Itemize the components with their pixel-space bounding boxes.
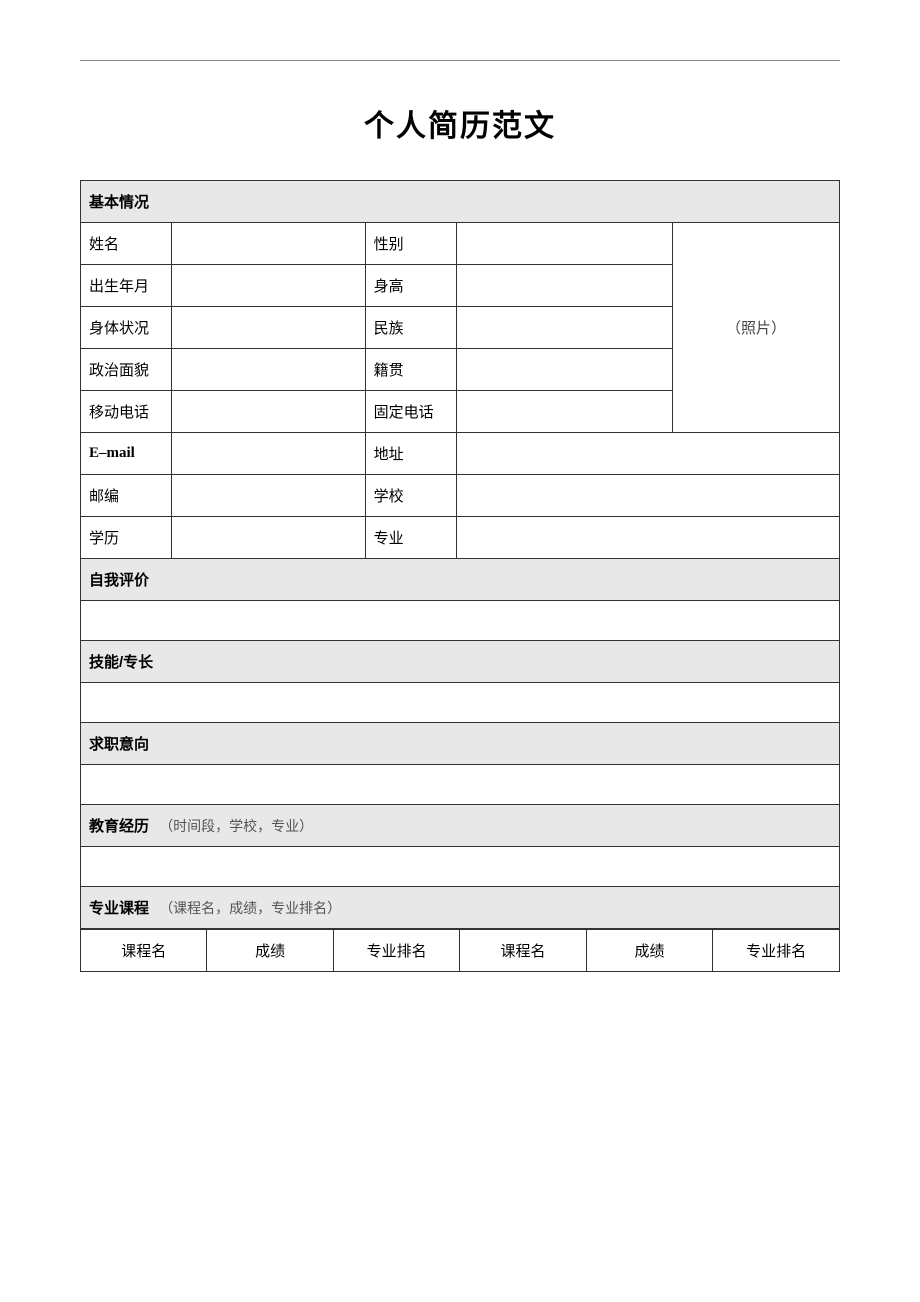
education-content (81, 847, 840, 887)
label-email: E–mail (81, 433, 172, 475)
value-postal (172, 475, 366, 517)
label-name: 姓名 (81, 223, 172, 265)
label-health: 身体状况 (81, 307, 172, 349)
value-ethnicity (456, 307, 672, 349)
photo-cell: （照片） (673, 223, 840, 433)
value-degree (172, 517, 366, 559)
label-address: 地址 (365, 433, 456, 475)
section-skills-label: 技能/专长 (89, 654, 153, 671)
section-job-intent-label: 求职意向 (89, 736, 149, 753)
value-health (172, 307, 366, 349)
photo-placeholder: （照片） (726, 321, 786, 337)
top-divider (80, 60, 840, 61)
label-ethnicity: 民族 (365, 307, 456, 349)
course-col-2: 成绩 (207, 930, 333, 972)
section-education: 教育经历 （时间段，学校，专业） (81, 805, 840, 847)
label-height: 身高 (365, 265, 456, 307)
label-native-place: 籍贯 (365, 349, 456, 391)
value-native-place (456, 349, 672, 391)
resume-table: 基本情况 姓名 性别 （照片） 出生年月 身高 身体状况 民族 政治面貌 籍贯 … (80, 180, 840, 929)
section-education-hint: （时间段，学校，专业） (159, 820, 313, 835)
label-gender: 性别 (365, 223, 456, 265)
label-degree: 学历 (81, 517, 172, 559)
course-col-3: 专业排名 (333, 930, 459, 972)
label-political: 政治面貌 (81, 349, 172, 391)
section-basic-info: 基本情况 (81, 181, 840, 223)
section-education-label: 教育经历 (89, 818, 149, 835)
value-political (172, 349, 366, 391)
value-phone (456, 391, 672, 433)
section-self-eval: 自我评价 (81, 559, 840, 601)
value-mobile (172, 391, 366, 433)
label-birth: 出生年月 (81, 265, 172, 307)
value-birth (172, 265, 366, 307)
course-col-1: 课程名 (81, 930, 207, 972)
section-job-intent: 求职意向 (81, 723, 840, 765)
section-courses-hint: （课程名，成绩，专业排名） (159, 902, 341, 917)
value-gender (456, 223, 672, 265)
value-email (172, 433, 366, 475)
job-intent-content (81, 765, 840, 805)
section-courses-label: 专业课程 (89, 900, 149, 917)
course-col-6: 专业排名 (713, 930, 840, 972)
value-address (456, 433, 839, 475)
value-school (456, 475, 839, 517)
label-school: 学校 (365, 475, 456, 517)
section-skills: 技能/专长 (81, 641, 840, 683)
self-eval-content (81, 601, 840, 641)
value-major (456, 517, 839, 559)
page-title: 个人简历范文 (80, 101, 840, 145)
label-postal: 邮编 (81, 475, 172, 517)
section-self-eval-label: 自我评价 (89, 572, 149, 589)
value-name (172, 223, 366, 265)
label-mobile: 移动电话 (81, 391, 172, 433)
courses-table: 课程名 成绩 专业排名 课程名 成绩 专业排名 (80, 929, 840, 972)
course-col-5: 成绩 (586, 930, 712, 972)
course-col-4: 课程名 (460, 930, 586, 972)
value-height (456, 265, 672, 307)
section-basic-info-label: 基本情况 (89, 194, 149, 211)
skills-content (81, 683, 840, 723)
label-phone: 固定电话 (365, 391, 456, 433)
label-major: 专业 (365, 517, 456, 559)
section-courses: 专业课程 （课程名，成绩，专业排名） (81, 887, 840, 929)
